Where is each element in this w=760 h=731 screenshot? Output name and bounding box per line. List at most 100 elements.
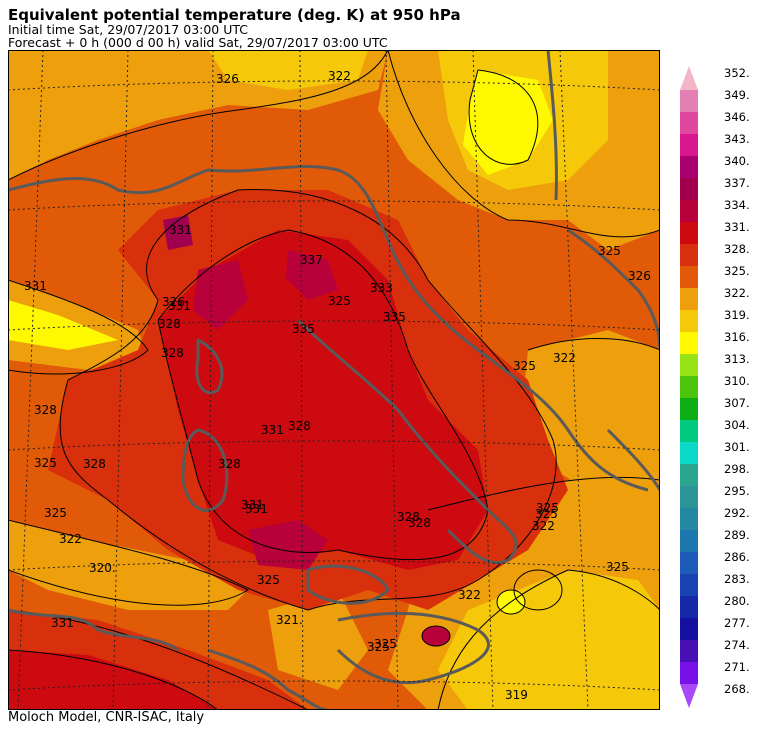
legend-label: 340. — [724, 154, 750, 168]
contour-label: 325 — [328, 294, 351, 308]
legend-swatch — [680, 508, 698, 530]
forecast-label: Forecast + 0 h (000 d 00 h) valid Sat, 2… — [8, 35, 388, 50]
legend-swatch — [680, 530, 698, 552]
legend-swatch — [680, 618, 698, 640]
legend-label: 334. — [724, 198, 750, 212]
coastline — [306, 564, 390, 605]
graticule-line — [112, 50, 129, 710]
graticule-line — [299, 50, 304, 710]
legend-swatch — [680, 420, 698, 442]
contour-line — [8, 279, 149, 375]
coastline — [546, 50, 558, 201]
coastline — [207, 648, 329, 710]
coastline — [8, 608, 179, 652]
contour-label: 331 — [168, 299, 191, 313]
contour-label: 331 — [245, 502, 268, 516]
coastline — [8, 164, 390, 241]
contour-label: 328 — [83, 457, 106, 471]
graticule-line — [472, 50, 494, 710]
graticule-line — [8, 680, 660, 691]
contour-label: 325 — [606, 560, 629, 574]
field-334-patch-3 — [286, 250, 338, 300]
contour-label: 325 — [513, 359, 536, 373]
legend-label: 277. — [724, 616, 750, 630]
graticule-line — [8, 560, 660, 571]
graticule-line — [207, 50, 214, 710]
contour-label: 325 — [34, 456, 57, 470]
legend-label: 349. — [724, 88, 750, 102]
field-322-southwest — [8, 520, 248, 610]
graticule-line — [8, 80, 660, 91]
contour-line — [387, 50, 660, 238]
contour-label: 325 — [44, 506, 67, 520]
field-331-core — [158, 230, 488, 570]
contour-label: 319 — [505, 688, 528, 702]
contour-label: 322 — [532, 519, 555, 533]
legend-label: 346. — [724, 110, 750, 124]
legend-swatch — [680, 288, 698, 310]
legend-label: 352. — [724, 66, 750, 80]
legend-label: 316. — [724, 330, 750, 344]
contour-line — [427, 476, 660, 511]
legend-label: 325. — [724, 264, 750, 278]
field-334-patch-2 — [248, 520, 328, 570]
coastline — [386, 239, 649, 492]
legend-swatch — [680, 486, 698, 508]
field-337-patch — [163, 215, 193, 250]
coastline — [296, 318, 518, 565]
contour-label: 328 — [218, 457, 241, 471]
legend-label: 298. — [724, 462, 750, 476]
graticule-line — [8, 440, 660, 451]
contour-line — [496, 589, 526, 615]
contour-label: 325 — [367, 640, 390, 654]
contour-line — [513, 569, 563, 611]
contour-label: 335 — [383, 310, 406, 324]
legend-swatch — [680, 596, 698, 618]
contour-label: 328 — [161, 346, 184, 360]
legend-label: 307. — [724, 396, 750, 410]
field-319-north — [208, 50, 368, 90]
contour-label: 326 — [162, 295, 185, 309]
legend-swatch — [680, 640, 698, 662]
legend-label: 301. — [724, 440, 750, 454]
weather-map: 3223263313283283313373333353353253253283… — [8, 50, 660, 710]
contour-label: 331 — [51, 616, 74, 630]
contour-line — [437, 569, 660, 710]
coastline — [336, 611, 490, 685]
legend-label: 304. — [724, 418, 750, 432]
legend-label: 343. — [724, 132, 750, 146]
contour-line — [527, 337, 660, 351]
contour-label: 322 — [59, 532, 82, 546]
contour-label: 326 — [216, 72, 239, 86]
legend-label: 322. — [724, 286, 750, 300]
contour-label: 331 — [169, 223, 192, 237]
legend-label: 319. — [724, 308, 750, 322]
legend-swatch — [680, 442, 698, 464]
legend-swatch — [680, 398, 698, 420]
legend-label: 295. — [724, 484, 750, 498]
legend-label: 271. — [724, 660, 750, 674]
legend-swatch — [680, 376, 698, 398]
contour-label: 335 — [292, 322, 315, 336]
contour-label: 328 — [158, 317, 181, 331]
legend-swatch — [680, 662, 698, 684]
color-legend: 352. 349. 346. 343. 340. 337. 334. 331. 328. 325.… — [680, 66, 750, 708]
field-322-south — [268, 590, 368, 690]
contour-label: 328 — [288, 419, 311, 433]
contour-line — [8, 50, 389, 181]
contour-label: 326 — [628, 269, 651, 283]
graticule-line — [8, 200, 660, 211]
legend-swatch — [680, 332, 698, 354]
graticule-line — [559, 50, 589, 710]
legend-label: 313. — [724, 352, 750, 366]
legend-swatch — [680, 310, 698, 332]
contour-line — [8, 649, 219, 710]
legend-label: 268. — [724, 682, 750, 696]
legend-swatch — [680, 552, 698, 574]
graticule-line — [385, 50, 399, 710]
legend-label: 292. — [724, 506, 750, 520]
map-frame — [8, 50, 660, 710]
contour-line — [421, 625, 451, 647]
field-331-southwest — [8, 650, 218, 710]
field-319-southeast — [438, 570, 660, 710]
